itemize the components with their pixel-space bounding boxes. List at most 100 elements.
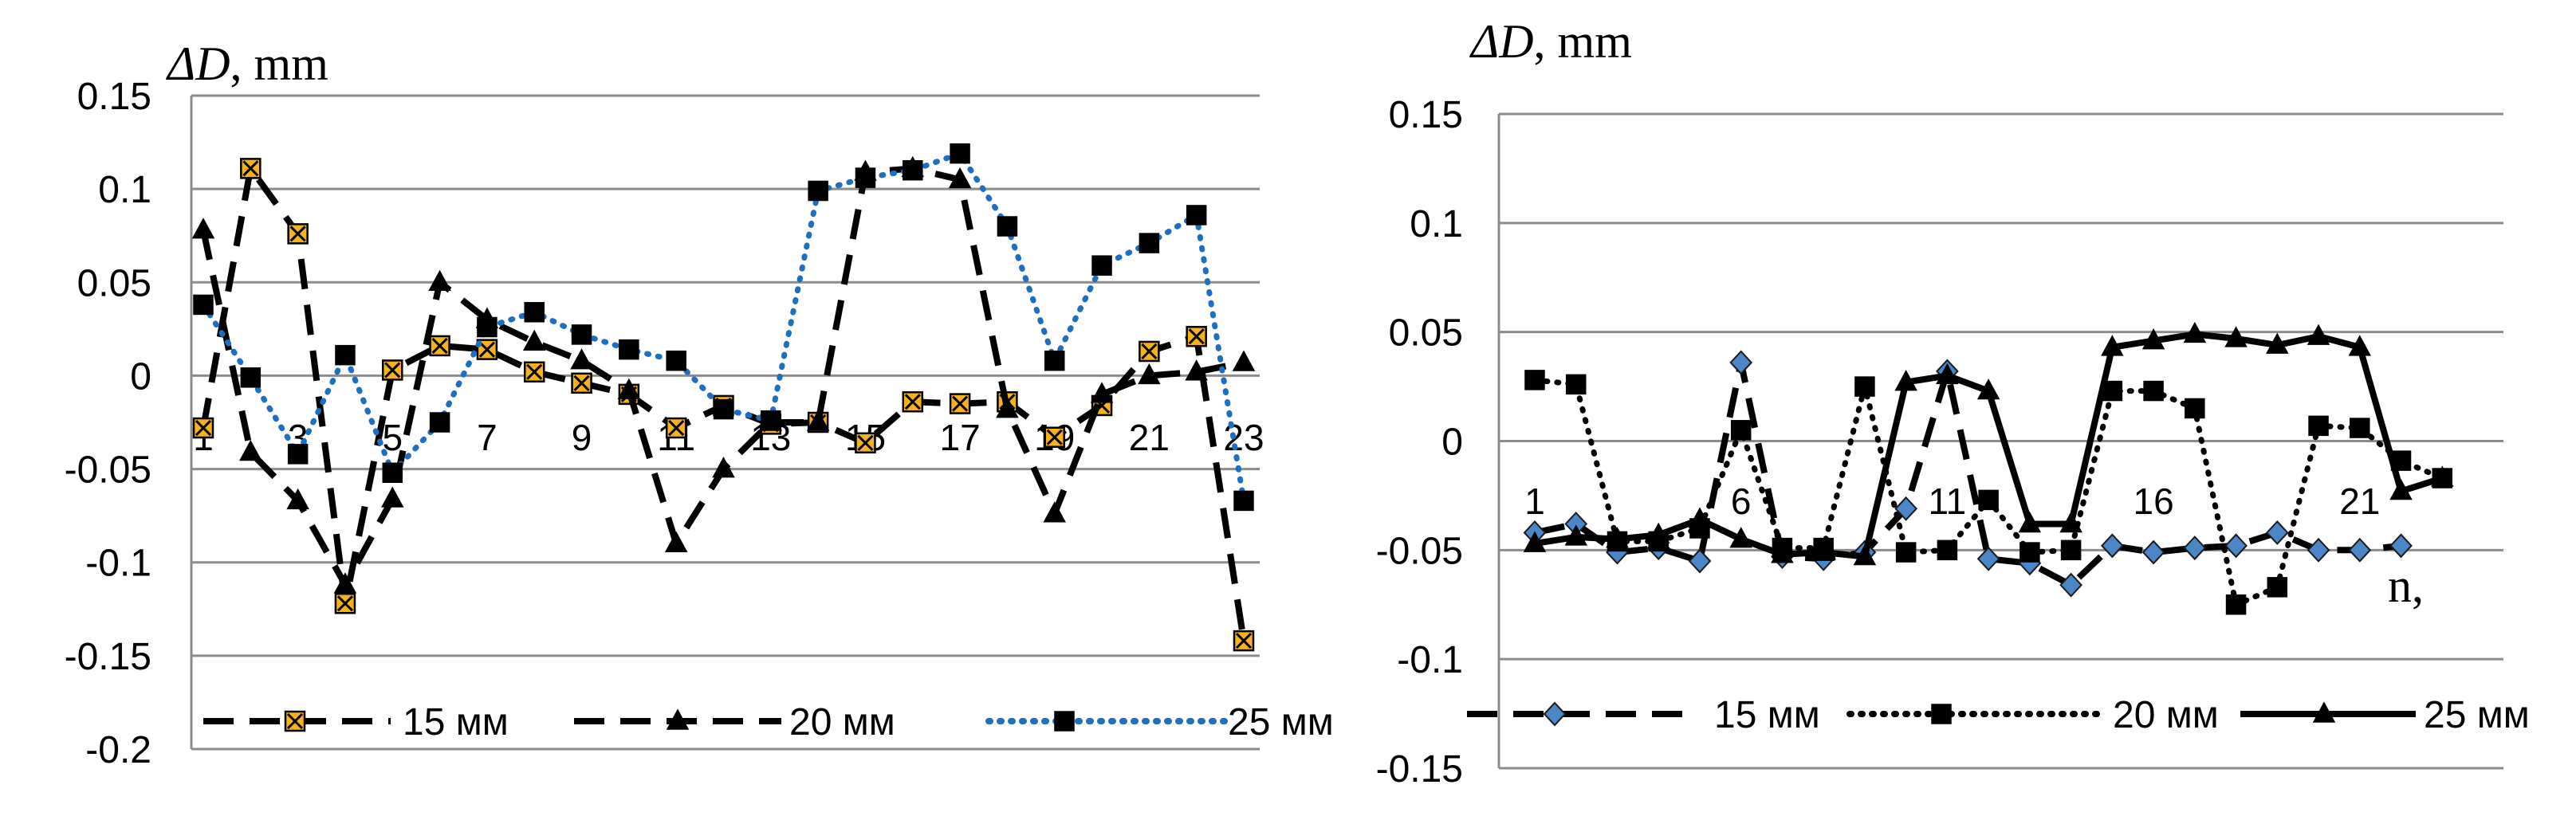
y-tick-label: 0.05 [77,262,151,304]
data-point [948,167,972,189]
data-point [2185,398,2205,419]
data-point [191,218,215,239]
data-point [523,361,545,382]
data-point [666,350,686,371]
data-point [2060,539,2082,561]
data-point [1186,205,1207,226]
data-point [1854,376,1875,397]
data-point [1729,527,1752,548]
legend-marker [666,708,690,730]
x-tick-label: 17 [940,417,981,458]
data-point [239,439,262,461]
data-point [2224,533,2248,559]
data-point [2431,465,2454,487]
y-axis-label-unit: , mm [1534,15,1632,68]
data-point [2141,539,2165,565]
data-point [1524,370,1545,390]
data-point [902,390,924,413]
legend-label: 25 мм [1228,701,1334,743]
data-point [571,324,592,345]
data-point [1811,539,1835,561]
data-point [2348,537,2372,563]
data-point [665,417,687,439]
legend-marker [2312,701,2336,723]
data-point [1044,426,1065,448]
x-tick-label: 7 [477,417,498,458]
data-point [1565,374,1587,395]
marker-cross [242,160,259,177]
marker-cross [857,434,874,451]
data-point [617,378,641,399]
data-point [2307,324,2330,345]
x-axis-label: n, [2388,559,2424,612]
data-point [1895,542,1917,563]
data-point [712,456,735,478]
legend-entry: 25 мм [2240,694,2530,736]
marker-cross [478,341,495,358]
data-point [1232,350,1256,371]
data-point [2389,478,2413,500]
data-point [2265,520,2289,545]
left-chart: 0.150.10.050-0.05-0.1-0.15-0.21357911131… [65,37,1334,771]
data-point [619,339,639,360]
data-point [1853,543,1877,566]
marker-cross [286,712,304,730]
marker-cross [904,394,921,410]
data-point [335,344,356,366]
data-point [1771,542,1794,563]
y-tick-label: -0.15 [1376,748,1463,790]
series-1 [1523,350,2413,598]
legend-marker [1931,704,1952,724]
series-2 [1524,370,2453,615]
marker-cross [526,363,543,380]
data-point [382,462,403,484]
data-point [193,294,214,316]
data-point [1894,370,1917,391]
data-point [855,432,876,454]
y-axis-label-symbol: ΔD [1469,15,1534,68]
data-point [1139,233,1160,253]
x-tick-label: 1 [1524,481,1545,522]
data-point [381,486,404,508]
data-point [2059,572,2082,598]
data-point [1688,507,1712,528]
data-point [571,372,592,394]
data-point [2143,380,2164,402]
data-point [761,410,781,431]
data-point [2308,415,2329,437]
data-point [1730,420,1752,441]
data-point [1688,548,1712,574]
legend-label: 25 мм [2424,694,2530,736]
data-point [1185,359,1208,381]
marker-cross [1235,633,1253,649]
legend-entry: 20 мм [574,701,895,743]
data-point [806,410,830,431]
data-point [2267,577,2288,598]
marker-cross [289,226,306,242]
data-point [1606,527,1629,548]
marker-cross [952,395,969,412]
data-point [477,316,498,338]
y-tick-label: 0.05 [1389,312,1463,355]
data-point [2348,335,2372,356]
data-point [1043,501,1066,523]
y-tick-label: -0.1 [1397,639,1463,681]
data-point [1090,382,1114,403]
marker-cross [195,419,212,437]
data-point [1091,255,1112,276]
legend-label: 15 мм [403,701,509,743]
data-point [570,348,593,370]
legend-label: 15 мм [1714,694,1820,736]
data-point [1139,340,1160,363]
y-tick-label: -0.05 [1376,530,1463,572]
legend-entry: 15 мм [203,701,509,743]
data-point [2141,328,2165,350]
data-point [192,417,214,439]
legend-entry: 25 мм [985,701,1334,743]
data-point [429,335,450,357]
y-tick-label: 0.15 [1389,94,1463,136]
data-point [1937,539,1958,561]
x-tick-label: 11 [1929,481,1967,522]
